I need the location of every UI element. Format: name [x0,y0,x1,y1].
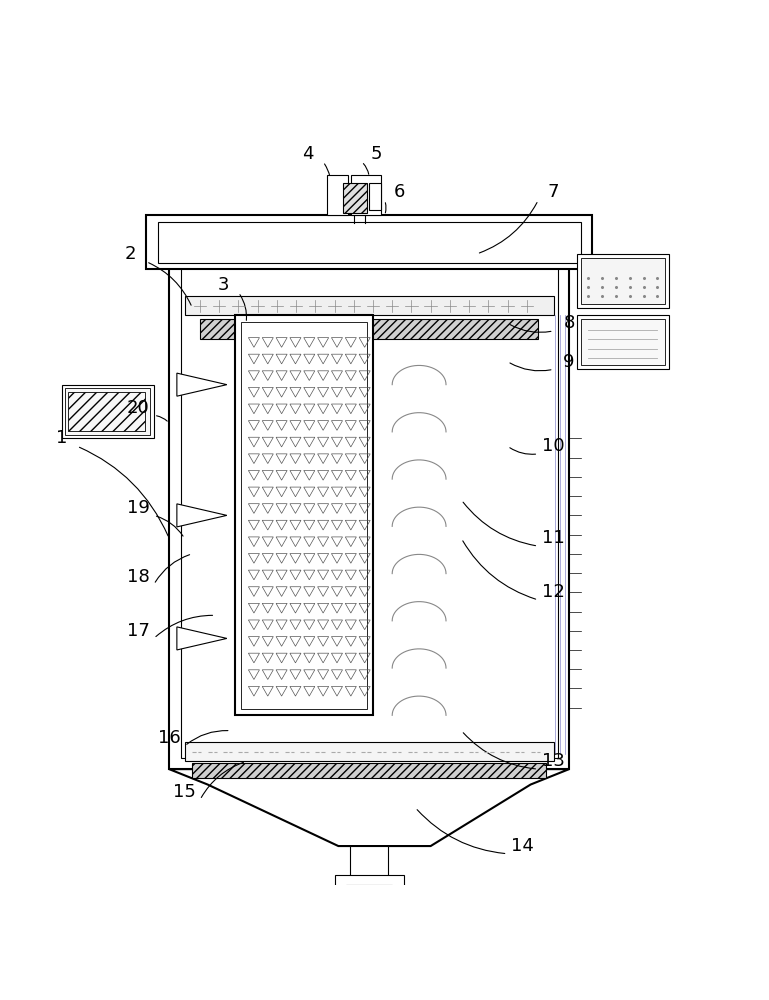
Bar [335,875,404,888]
Text: 13: 13 [542,752,565,770]
Text: 12: 12 [542,583,565,601]
Bar [185,296,554,315]
Bar [185,742,554,761]
Bar [343,183,368,213]
Text: 9: 9 [564,353,574,371]
Text: 19: 19 [127,499,150,517]
Bar [65,388,150,435]
Bar [369,183,381,210]
Text: 6: 6 [394,183,405,201]
Bar [581,258,665,304]
Bar [350,846,388,877]
Text: 3: 3 [218,276,228,294]
Bar [235,315,373,715]
Text: 20: 20 [127,399,150,417]
Bar [577,254,669,308]
Bar [62,385,154,438]
Bar [581,319,665,365]
Bar [146,215,592,269]
Text: 17: 17 [127,622,150,640]
Polygon shape [177,504,227,527]
Text: 15: 15 [173,783,196,801]
Text: 7: 7 [548,183,559,201]
Bar [346,885,392,915]
Bar [241,322,367,709]
Bar [351,175,381,215]
Bar [350,888,388,911]
Text: 14: 14 [511,837,534,855]
Bar [200,319,538,339]
Text: 18: 18 [127,568,150,586]
Text: 1: 1 [56,429,67,447]
Bar [327,175,348,215]
Bar [577,315,669,369]
Bar [169,231,569,769]
Bar [181,242,558,758]
Polygon shape [169,769,569,846]
Text: 5: 5 [371,145,382,163]
Text: 2: 2 [125,245,136,263]
Bar [158,222,581,263]
Polygon shape [177,373,227,396]
Bar [192,763,546,778]
Bar [331,913,408,927]
Text: 4: 4 [302,145,313,163]
Text: 8: 8 [564,314,574,332]
Polygon shape [177,627,227,650]
Text: 11: 11 [542,529,565,547]
Text: 10: 10 [542,437,565,455]
Bar [68,392,145,431]
Text: 16: 16 [158,729,181,747]
